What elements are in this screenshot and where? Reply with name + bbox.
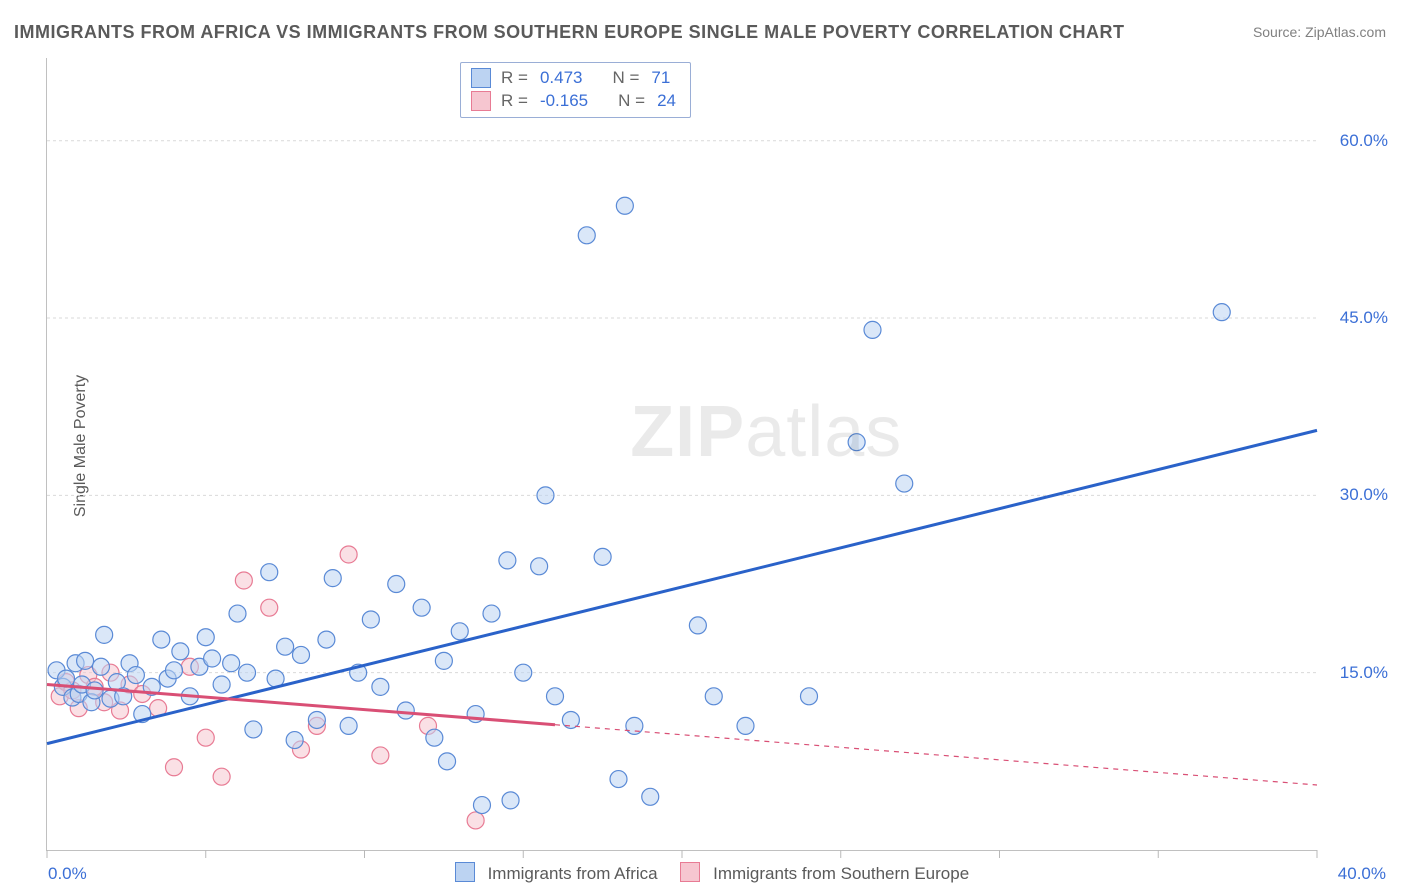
- n-label: N =: [612, 67, 639, 90]
- swatch-africa: [455, 862, 475, 882]
- swatch-africa: [471, 68, 491, 88]
- series-name-africa: Immigrants from Africa: [488, 864, 658, 883]
- plot-area: [46, 58, 1317, 851]
- x-axis-min-label: 0.0%: [48, 864, 87, 884]
- r-value-africa: 0.473: [540, 67, 583, 90]
- correlation-legend: R = 0.473 N = 71 R = -0.165 N = 24: [460, 62, 691, 118]
- swatch-seurope: [680, 862, 700, 882]
- legend-row-africa: R = 0.473 N = 71: [471, 67, 676, 90]
- y-tick-label: 45.0%: [1340, 308, 1388, 328]
- chart-title: IMMIGRANTS FROM AFRICA VS IMMIGRANTS FRO…: [14, 22, 1125, 43]
- swatch-seurope: [471, 91, 491, 111]
- y-tick-label: 30.0%: [1340, 485, 1388, 505]
- n-value-seurope: 24: [657, 90, 676, 113]
- r-value-seurope: -0.165: [540, 90, 588, 113]
- source-attribution: Source: ZipAtlas.com: [1253, 24, 1386, 40]
- legend-row-seurope: R = -0.165 N = 24: [471, 90, 676, 113]
- r-label: R =: [501, 67, 528, 90]
- scatter-chart-svg: [47, 58, 1317, 860]
- r-label: R =: [501, 90, 528, 113]
- y-tick-label: 15.0%: [1340, 663, 1388, 683]
- n-label: N =: [618, 90, 645, 113]
- n-value-africa: 71: [651, 67, 670, 90]
- series-name-seurope: Immigrants from Southern Europe: [713, 864, 969, 883]
- y-tick-label: 60.0%: [1340, 131, 1388, 151]
- x-axis-max-label: 40.0%: [1338, 864, 1386, 884]
- series-legend: Immigrants from Africa Immigrants from S…: [0, 862, 1406, 884]
